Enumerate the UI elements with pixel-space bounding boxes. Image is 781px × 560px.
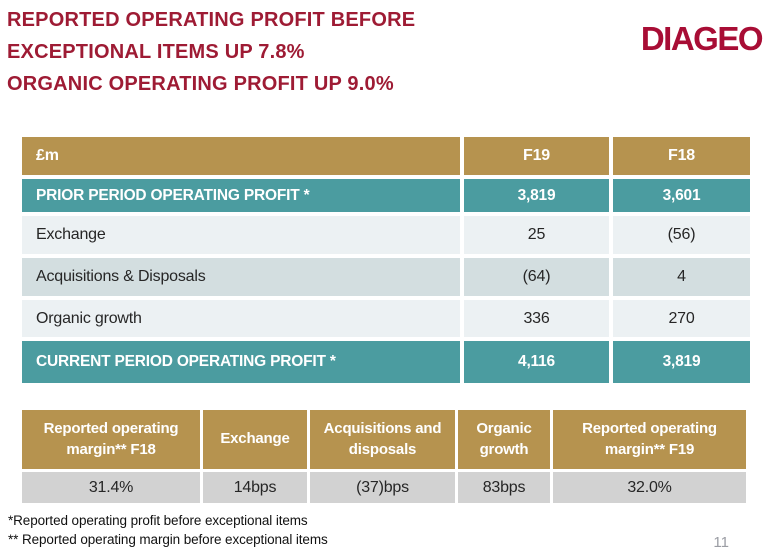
table-row-current-period-f18: 3,819 [613, 341, 750, 383]
table-row-current-period-label: CURRENT PERIOD OPERATING PROFIT * [22, 341, 460, 383]
profit-table-header-unit: £m [22, 137, 460, 175]
margin-value-reported-f18: 31.4% [22, 472, 200, 503]
table-row-acquisitions-label: Acquisitions & Disposals [22, 258, 460, 296]
profit-table-header-f18: F18 [613, 137, 750, 175]
table-row-prior-period-label: PRIOR PERIOD OPERATING PROFIT * [22, 179, 460, 212]
table-row-prior-period-f18: 3,601 [613, 179, 750, 212]
profit-table-header-f19: F19 [464, 137, 609, 175]
footnotes: *Reported operating profit before except… [8, 511, 328, 549]
table-row-organic-growth-f18: 270 [613, 300, 750, 337]
table-row-exchange-f18: (56) [613, 216, 750, 254]
slide-title-line-3: ORGANIC OPERATING PROFIT UP 9.0% [7, 73, 394, 95]
table-row-exchange-f19: 25 [464, 216, 609, 254]
margin-value-organic-growth: 83bps [458, 472, 550, 503]
slide-title-line-2: EXCEPTIONAL ITEMS UP 7.8% [7, 41, 305, 63]
footnote-1: *Reported operating profit before except… [8, 513, 308, 528]
operating-margin-table: Reported operating margin** F18 Exchange… [22, 410, 750, 503]
slide-title: REPORTED OPERATING PROFIT BEFORE EXCEPTI… [7, 4, 415, 100]
footnote-2: ** Reported operating margin before exce… [8, 532, 328, 547]
margin-header-reported-f19: Reported operating margin** F19 [553, 410, 746, 469]
margin-header-organic-growth: Organic growth [458, 410, 550, 469]
margin-header-acquisitions: Acquisitions and disposals [310, 410, 455, 469]
margin-value-exchange: 14bps [203, 472, 307, 503]
table-row-organic-growth-label: Organic growth [22, 300, 460, 337]
table-row-acquisitions-f18: 4 [613, 258, 750, 296]
margin-value-acquisitions: (37)bps [310, 472, 455, 503]
slide-title-line-1: REPORTED OPERATING PROFIT BEFORE [7, 9, 416, 31]
margin-header-reported-f18: Reported operating margin** F18 [22, 410, 200, 469]
table-row-acquisitions-f19: (64) [464, 258, 609, 296]
margin-value-reported-f19: 32.0% [553, 472, 746, 503]
diageo-logo: DIAGEO [640, 20, 764, 57]
table-row-organic-growth-f19: 336 [464, 300, 609, 337]
table-row-exchange-label: Exchange [22, 216, 460, 254]
table-row-current-period-f19: 4,116 [464, 341, 609, 383]
operating-profit-table: £m F19 F18 PRIOR PERIOD OPERATING PROFIT… [22, 137, 750, 383]
margin-header-exchange: Exchange [203, 410, 307, 469]
page-number: 11 [713, 534, 729, 551]
table-row-prior-period-f19: 3,819 [464, 179, 609, 212]
